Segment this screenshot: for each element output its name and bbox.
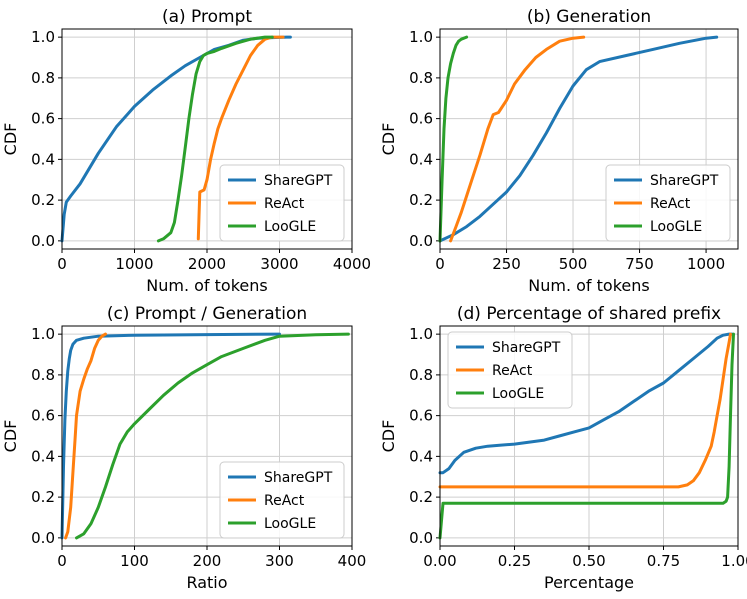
series-line-sharegpt: [438, 332, 734, 475]
y-axis-label: CDF: [379, 420, 398, 453]
series-line-react: [64, 332, 107, 540]
series-line-sharegpt: [60, 332, 281, 540]
x-tick-label: 200: [193, 552, 222, 570]
x-tick-label: 0: [435, 255, 445, 273]
legend-label: LooGLE: [264, 516, 316, 532]
legend-box: [219, 461, 345, 539]
x-tick-label: 4000: [333, 255, 371, 273]
chart-generation: 0 250 500 750 1000 0.0 0.2 0.4 0.6 0.8 1.0 ShareGPT…: [379, 7, 739, 295]
x-tick-label: 400: [338, 552, 367, 570]
chart-title: (a) Prompt: [162, 7, 252, 27]
x-tick-label: 1.00: [721, 552, 747, 570]
chart-title: (c) Prompt / Generation: [107, 304, 307, 324]
x-axis-label: Num. of tokens: [528, 276, 649, 295]
legend: ShareGPT ReAct LooGLE: [447, 331, 573, 409]
legend-label: ShareGPT: [650, 173, 719, 189]
x-tick-label: 250: [492, 255, 521, 273]
y-tick-label: 0.2: [409, 488, 433, 506]
x-axis-label: Percentage: [544, 573, 634, 592]
legend-label: LooGLE: [492, 386, 544, 402]
y-tick-label: 0.2: [31, 191, 55, 209]
y-axis-label: CDF: [379, 123, 398, 156]
x-tick-label: 0: [57, 552, 67, 570]
x-tick-label: 1000: [687, 255, 725, 273]
y-tick-label: 0.8: [409, 366, 433, 384]
y-tick-label: 0.6: [31, 407, 55, 425]
legend-label: ShareGPT: [492, 340, 561, 356]
chart-title: (d) Percentage of shared prefix: [457, 304, 721, 324]
y-tick-label: 1.0: [31, 28, 55, 46]
legend: ShareGPT ReAct LooGLE: [219, 461, 345, 539]
y-tick-label: 0.2: [31, 488, 55, 506]
y-tick-label: 1.0: [31, 325, 55, 343]
chart-prompt: 0 1000 2000 3000 4000 0.0 0.2 0.4 0.6 0.8 1.0 Share…: [1, 7, 371, 295]
legend-label: ReAct: [264, 493, 305, 509]
plot-frame: [61, 28, 353, 250]
y-axis-label: CDF: [1, 123, 20, 156]
legend-box: [219, 164, 345, 242]
x-tick-label: 500: [559, 255, 588, 273]
x-tick-label: 0.75: [647, 552, 680, 570]
legend-label: ReAct: [650, 196, 691, 212]
x-tick-label: 1000: [115, 255, 153, 273]
series-line-sharegpt: [438, 35, 719, 243]
y-tick-label: 0.4: [409, 150, 433, 168]
y-tick-label: 0.4: [31, 447, 55, 465]
x-axis-label: Ratio: [186, 573, 227, 592]
y-tick-label: 0.2: [409, 191, 433, 209]
x-tick-label: 3000: [260, 255, 298, 273]
legend-label: ShareGPT: [264, 470, 333, 486]
y-tick-label: 0.0: [31, 232, 55, 250]
chart-title: (b) Generation: [527, 7, 651, 27]
y-tick-label: 0.8: [31, 69, 55, 87]
legend: ShareGPT ReAct LooGLE: [219, 164, 345, 242]
series-line-react: [196, 35, 285, 241]
x-tick-label: 0: [57, 255, 67, 273]
x-tick-label: 0.50: [572, 552, 605, 570]
series-line-react: [438, 332, 732, 489]
y-tick-label: 1.0: [409, 28, 433, 46]
series-line-loogle: [156, 35, 274, 243]
x-tick-label: 300: [265, 552, 294, 570]
y-tick-label: 0.8: [31, 366, 55, 384]
plot-frame: [439, 325, 739, 547]
legend-label: ReAct: [264, 196, 305, 212]
y-tick-label: 1.0: [409, 325, 433, 343]
series-line-loogle: [438, 35, 469, 243]
x-tick-label: 750: [625, 255, 654, 273]
y-tick-label: 0.6: [409, 407, 433, 425]
x-axis-label: Num. of tokens: [146, 276, 267, 295]
series-line-react: [449, 35, 586, 243]
legend-label: ShareGPT: [264, 173, 333, 189]
series-line-loogle: [438, 332, 735, 540]
legend-box: [447, 331, 573, 409]
x-tick-label: 100: [120, 552, 149, 570]
y-tick-label: 0.6: [409, 110, 433, 128]
x-tick-label: 2000: [188, 255, 226, 273]
x-tick-label: 0.25: [498, 552, 531, 570]
series-line-loogle: [75, 332, 350, 540]
legend-label: LooGLE: [650, 219, 702, 235]
legend-label: ReAct: [492, 363, 533, 379]
y-tick-label: 0.0: [409, 529, 433, 547]
y-tick-label: 0.8: [409, 69, 433, 87]
legend-box: [605, 164, 731, 242]
plot-frame: [439, 28, 739, 250]
y-tick-label: 0.0: [31, 529, 55, 547]
y-tick-label: 0.6: [31, 110, 55, 128]
chart-shared-prefix: 0.00 0.25 0.50 0.75 1.00 0.0 0.2 0.4 0.6 0.8 1.0 Sh…: [379, 304, 747, 592]
y-tick-label: 0.0: [409, 232, 433, 250]
x-tick-label: 0.00: [423, 552, 456, 570]
y-tick-label: 0.4: [31, 150, 55, 168]
chart-prompt-generation-ratio: 0 100 200 300 400 0.0 0.2 0.4 0.6 0.8 1.0 ShareGPT R…: [1, 304, 366, 592]
plot-frame: [61, 325, 353, 547]
y-axis-label: CDF: [1, 420, 20, 453]
y-tick-label: 0.4: [409, 447, 433, 465]
legend-label: LooGLE: [264, 219, 316, 235]
legend: ShareGPT ReAct LooGLE: [605, 164, 731, 242]
